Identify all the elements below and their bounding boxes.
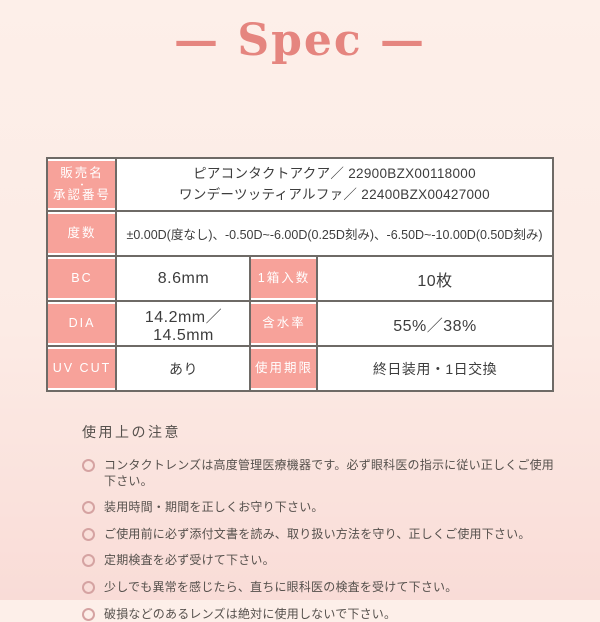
usage-notes-heading: 使用上の注意 xyxy=(82,424,181,440)
list-item: 装用時間・期間を正しくお守り下さい。 xyxy=(82,500,560,516)
list-item: 破損などのあるレンズは絶対に使用しないで下さい。 xyxy=(82,607,560,622)
note-text: 定期検査を必ず受けて下さい。 xyxy=(104,553,275,568)
label-pill: 使用期限 xyxy=(251,349,317,388)
circle-bullet-icon xyxy=(82,580,95,594)
label-pill: UV CUT xyxy=(48,349,116,388)
product-line-2: ワンデーツッティアルファ／ 22400BZX00427000 xyxy=(179,186,490,202)
label-pill: 含水率 xyxy=(251,304,317,343)
table-row-uv-expiry: UV CUT あり 使用期限 終日装用・1日交換 xyxy=(46,345,554,392)
circle-bullet-icon xyxy=(82,554,95,568)
label-pill: BC xyxy=(48,259,116,298)
spec-table: 販売名 ・ 承認番号 ピアコンタクトアクア／ 22900BZX00118000 … xyxy=(46,157,554,392)
list-item: 少しでも異常を感じたら、直ちに眼科医の検査を受けて下さい。 xyxy=(82,580,560,596)
value-box-count: 10枚 xyxy=(316,255,554,302)
list-item: コンタクトレンズは高度管理医療機器です。必ず眼科医の指示に従い正しくご使用下さい… xyxy=(82,458,560,489)
label-pill: DIA xyxy=(48,304,116,343)
usage-notes-list: コンタクトレンズは高度管理医療機器です。必ず眼科医の指示に従い正しくご使用下さい… xyxy=(82,458,560,622)
label-pill: 度数 xyxy=(48,214,116,253)
value-usage-period: 終日装用・1日交換 xyxy=(316,345,554,392)
table-row-dia-water: DIA 14.2mm／14.5mm 含水率 55%／38% xyxy=(46,300,554,347)
row-label-uv-cut: UV CUT xyxy=(46,345,118,392)
row-label-bc: BC xyxy=(46,255,118,302)
label-pill: 販売名 ・ 承認番号 xyxy=(48,161,116,208)
value-water-content: 55%／38% xyxy=(316,300,554,347)
label-line-2: 承認番号 xyxy=(52,187,111,202)
note-text: ご使用前に必ず添付文書を読み、取り扱い方法を守り、正しくご使用下さい。 xyxy=(104,526,531,541)
value-bc: 8.6mm xyxy=(115,255,252,302)
page-title: — Spec — xyxy=(174,15,426,66)
list-item: ご使用前に必ず添付文書を読み、取り扱い方法を守り、正しくご使用下さい。 xyxy=(82,527,560,543)
note-text: 少しでも異常を感じたら、直ちに眼科医の検査を受けて下さい。 xyxy=(104,579,458,594)
value-power: ±0.00D(度なし)、-0.50D~-6.00D(0.25D刻み)、-6.50… xyxy=(115,210,554,257)
table-row-product-name: 販売名 ・ 承認番号 ピアコンタクトアクア／ 22900BZX00118000 … xyxy=(46,157,554,212)
label-line-1: 販売名 xyxy=(60,165,104,180)
table-row-bc-count: BC 8.6mm 1箱入数 10枚 xyxy=(46,255,554,302)
label-line-dot: ・ xyxy=(77,179,87,190)
row-label-product-approval: 販売名 ・ 承認番号 xyxy=(46,157,118,212)
row-label-water-content: 含水率 xyxy=(249,300,319,347)
note-text: コンタクトレンズは高度管理医療機器です。必ず眼科医の指示に従い正しくご使用下さい… xyxy=(104,458,554,488)
circle-bullet-icon xyxy=(82,459,95,472)
usage-notes-section: 使用上の注意 コンタクトレンズは高度管理医療機器です。必ず眼科医の指示に従い正し… xyxy=(82,422,560,622)
row-label-box-count: 1箱入数 xyxy=(249,255,319,302)
circle-bullet-icon xyxy=(82,607,95,621)
value-uv-cut: あり xyxy=(115,345,252,392)
value-product-approval: ピアコンタクトアクア／ 22900BZX00118000 ワンデーツッティアルフ… xyxy=(115,157,554,212)
row-label-power: 度数 xyxy=(46,210,118,257)
row-label-usage-period: 使用期限 xyxy=(249,345,319,392)
list-item: 定期検査を必ず受けて下さい。 xyxy=(82,553,560,569)
table-row-power: 度数 ±0.00D(度なし)、-0.50D~-6.00D(0.25D刻み)、-6… xyxy=(46,210,554,257)
row-label-dia: DIA xyxy=(46,300,118,347)
value-dia: 14.2mm／14.5mm xyxy=(115,300,252,347)
product-line-1: ピアコンタクトアクア／ 22900BZX00118000 xyxy=(193,165,476,181)
circle-bullet-icon xyxy=(82,527,95,541)
circle-bullet-icon xyxy=(82,501,95,515)
note-text: 破損などのあるレンズは絶対に使用しないで下さい。 xyxy=(104,606,397,621)
label-pill: 1箱入数 xyxy=(251,259,317,298)
note-text: 装用時間・期間を正しくお守り下さい。 xyxy=(104,500,324,515)
